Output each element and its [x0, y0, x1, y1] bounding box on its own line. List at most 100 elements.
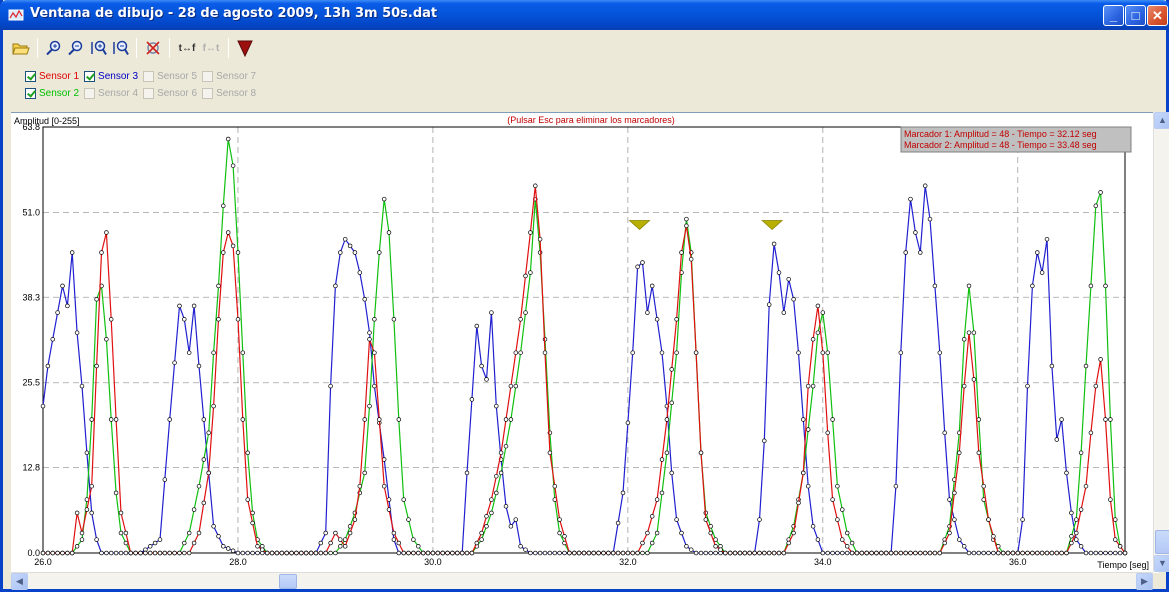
x-tick-label: 30.0 — [424, 557, 442, 567]
data-point — [1035, 550, 1040, 556]
minimize-button[interactable]: _ — [1103, 5, 1124, 26]
zoom-out-vertical-button[interactable] — [110, 38, 130, 58]
scroll-left-button[interactable]: ◀ — [11, 573, 28, 590]
sensor-2-toggle[interactable]: Sensor 2 — [25, 88, 79, 99]
horizontal-scrollbar[interactable]: ◀ ▶ — [11, 572, 1153, 590]
sensor-4-toggle[interactable]: Sensor 4 — [84, 88, 138, 99]
sensor-8-checkbox[interactable] — [202, 88, 214, 99]
zoom-in-vertical-button[interactable] — [88, 38, 108, 58]
scroll-up-button[interactable]: ▲ — [1154, 112, 1169, 129]
marker-2-icon[interactable] — [761, 220, 784, 231]
sensor-7-toggle[interactable]: Sensor 7 — [202, 71, 256, 82]
data-point — [830, 417, 835, 422]
sensor-1-toggle[interactable]: Sensor 1 — [25, 71, 79, 82]
data-point — [918, 250, 923, 255]
zoom-out-vertical-icon — [113, 40, 129, 56]
data-point — [1020, 550, 1025, 556]
signal-chart[interactable]: Amplitud [0-255] (Pulsar Esc para elimin… — [11, 113, 1153, 573]
data-point — [776, 270, 782, 275]
data-point — [957, 450, 962, 456]
data-point — [688, 547, 694, 552]
data-point — [620, 550, 626, 556]
data-point — [684, 216, 689, 222]
data-point — [406, 550, 411, 556]
sensor-6-toggle[interactable]: Sensor 6 — [143, 88, 197, 99]
vertical-scrollbar[interactable]: ▲ ▼ — [1153, 112, 1169, 572]
marker-time-left-button[interactable]: t↔f — [176, 38, 198, 58]
data-point — [659, 490, 665, 496]
data-point — [162, 550, 168, 556]
data-point — [830, 497, 835, 502]
close-button[interactable]: ✕ — [1147, 5, 1168, 26]
sensor-6-checkbox[interactable] — [143, 88, 155, 99]
chevron-up-icon: ▲ — [1158, 115, 1167, 125]
data-point — [654, 530, 660, 536]
data-point — [396, 550, 402, 556]
data-point — [318, 540, 324, 546]
data-point — [396, 417, 402, 422]
data-point — [113, 550, 119, 556]
data-point — [840, 537, 845, 542]
marker-info-background — [900, 126, 1132, 153]
data-point — [362, 297, 367, 302]
data-point — [528, 550, 533, 556]
data-point — [50, 550, 55, 556]
vertical-scroll-thumb[interactable] — [1155, 530, 1169, 554]
app-icon — [8, 9, 24, 21]
data-point — [250, 550, 255, 556]
zoom-out-horizontal-button[interactable] — [66, 38, 86, 58]
data-point — [221, 544, 226, 549]
marker-button[interactable] — [235, 38, 255, 58]
data-point — [893, 550, 899, 556]
sensor-5-toggle[interactable]: Sensor 5 — [143, 71, 197, 82]
horizontal-scroll-thumb[interactable] — [279, 574, 297, 589]
data-point — [177, 550, 182, 556]
data-point — [1074, 537, 1079, 542]
data-point — [766, 550, 772, 556]
data-point — [99, 550, 104, 556]
data-point — [971, 550, 977, 556]
data-point — [1083, 363, 1089, 369]
data-point — [74, 510, 80, 516]
data-point — [615, 550, 621, 556]
title-bar[interactable]: Ventana de dibujo - 28 de agosto 2009, 1… — [0, 0, 1169, 30]
data-point — [844, 550, 850, 556]
data-point — [1088, 430, 1094, 436]
data-point — [840, 550, 845, 556]
data-point — [630, 350, 635, 355]
data-point — [567, 550, 572, 556]
data-point — [40, 550, 46, 556]
sensor-3-checkbox[interactable] — [84, 71, 96, 82]
sensor-2-checkbox[interactable] — [25, 88, 36, 99]
sensor-8-toggle[interactable]: Sensor 8 — [202, 88, 256, 99]
maximize-button[interactable]: □ — [1125, 5, 1146, 26]
open-file-button[interactable] — [11, 38, 31, 58]
data-point — [693, 350, 699, 355]
scroll-down-button[interactable]: ▼ — [1154, 555, 1169, 572]
data-point — [961, 383, 967, 389]
data-point — [479, 363, 484, 369]
scroll-right-button[interactable]: ▶ — [1136, 573, 1153, 590]
clear-zoom-button[interactable] — [143, 38, 163, 58]
marker-1-icon[interactable] — [628, 220, 651, 231]
data-point — [840, 507, 845, 512]
toolbar-separator — [169, 38, 170, 58]
data-point — [966, 330, 972, 335]
data-point — [947, 497, 952, 502]
zoom-in-horizontal-button[interactable] — [44, 38, 64, 58]
close-icon: ✕ — [1152, 8, 1163, 23]
data-point — [552, 483, 558, 489]
sensor-1-checkbox[interactable] — [25, 71, 36, 82]
sensor-4-checkbox[interactable] — [84, 88, 96, 99]
data-point — [908, 550, 913, 556]
sensor-5-checkbox[interactable] — [143, 71, 155, 82]
data-point — [659, 350, 665, 355]
data-point — [703, 517, 709, 522]
plot-panel[interactable]: Amplitud [0-255] (Pulsar Esc para elimin… — [11, 112, 1159, 573]
data-point — [727, 550, 733, 556]
data-point — [69, 250, 75, 255]
marker-time-right-button[interactable]: f↔t — [200, 38, 222, 58]
sensor-7-checkbox[interactable] — [202, 71, 214, 82]
sensor-3-toggle[interactable]: Sensor 3 — [84, 71, 138, 82]
data-point — [820, 550, 826, 556]
